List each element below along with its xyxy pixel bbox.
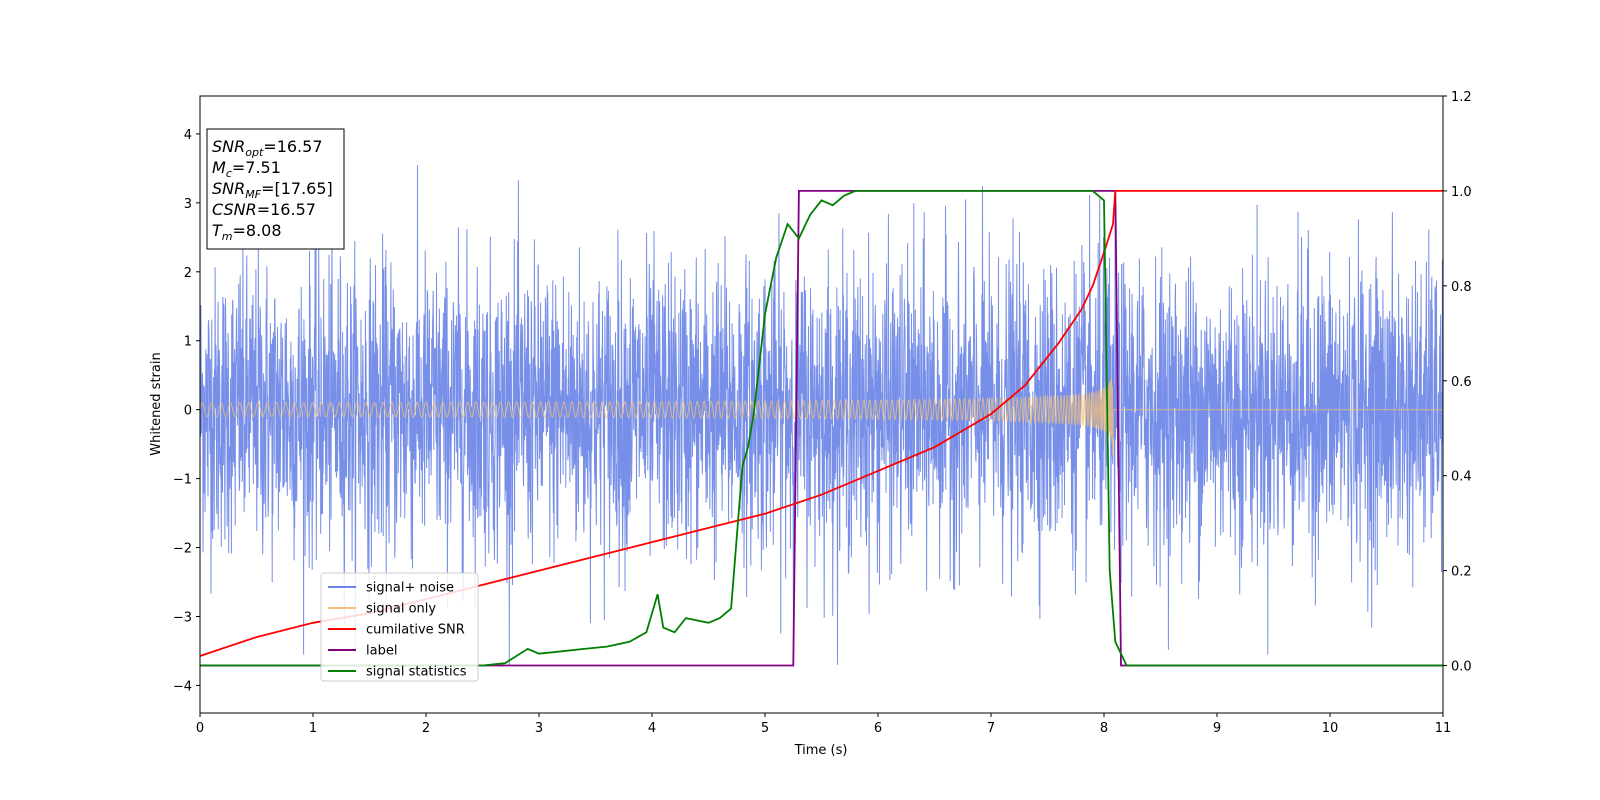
y-axis-right: 0.0 0.2 0.4 0.6 0.8 1.0 1.2 xyxy=(1443,90,1472,675)
x-tick-label: 10 xyxy=(1322,721,1339,736)
legend-entry: signal statistics xyxy=(366,665,467,680)
x-tick-label: 5 xyxy=(761,721,769,736)
y-axis-label: Whitened strain xyxy=(149,352,164,455)
x-tick-label: 7 xyxy=(987,721,995,736)
signal-noise-line xyxy=(200,165,1443,665)
y-axis-left: −4 −3 −2 −1 0 1 2 3 4 xyxy=(173,128,200,694)
legend-entry: signal only xyxy=(366,602,436,617)
x-tick-label: 3 xyxy=(535,721,543,736)
x-tick-label: 9 xyxy=(1213,721,1221,736)
x-tick-label: 6 xyxy=(874,721,882,736)
legend-entry: label xyxy=(366,644,397,659)
x-tick-label: 2 xyxy=(422,721,430,736)
y2-tick-label: 0.8 xyxy=(1451,280,1472,295)
y-tick-label: −2 xyxy=(173,542,192,557)
legend: signal+ noise signal only cumilative SNR la… xyxy=(320,572,479,682)
y2-tick-label: 0.6 xyxy=(1451,375,1472,390)
y-tick-label: −1 xyxy=(173,473,192,488)
y-tick-label: −4 xyxy=(173,679,192,694)
x-tick-label: 11 xyxy=(1435,721,1452,736)
y-tick-label: 2 xyxy=(184,266,192,281)
x-tick-label: 0 xyxy=(196,721,204,736)
x-tick-label: 1 xyxy=(309,721,317,736)
y-tick-label: −3 xyxy=(173,610,192,625)
y2-tick-label: 1.0 xyxy=(1451,185,1472,200)
y-tick-label: 4 xyxy=(184,128,192,143)
signal-statistics-line xyxy=(200,190,1443,667)
legend-entry: cumilative SNR xyxy=(366,623,465,638)
annotation-line: SNRopt=16.57 xyxy=(212,137,323,159)
y-tick-label: 1 xyxy=(184,335,192,350)
y-tick-label: 3 xyxy=(184,197,192,212)
x-axis-label: Time (s) xyxy=(794,743,848,758)
plot-frame xyxy=(199,95,1444,714)
y2-tick-label: 1.2 xyxy=(1451,90,1472,105)
annotation-line: Mc=7.51 xyxy=(212,158,281,180)
annotation-line: Tm=8.08 xyxy=(212,221,282,243)
annotation-line: SNRMF=[17.65] xyxy=(212,179,333,201)
y2-tick-label: 0.2 xyxy=(1451,565,1472,580)
x-tick-label: 8 xyxy=(1100,721,1108,736)
annotation-box: SNRopt=16.57Mc=7.51SNRMF=[17.65]CSNR=16.… xyxy=(206,128,345,250)
x-tick-label: 4 xyxy=(648,721,656,736)
signal-only-line xyxy=(200,377,1443,456)
y2-tick-label: 0.4 xyxy=(1451,470,1472,485)
x-axis: 0 1 2 3 4 5 6 7 8 9 10 11 xyxy=(196,713,1451,736)
y-tick-label: 0 xyxy=(184,404,192,419)
y2-tick-label: 0.0 xyxy=(1451,660,1472,675)
annotation-line: CSNR=16.57 xyxy=(212,200,316,219)
legend-entry: signal+ noise xyxy=(366,581,454,596)
